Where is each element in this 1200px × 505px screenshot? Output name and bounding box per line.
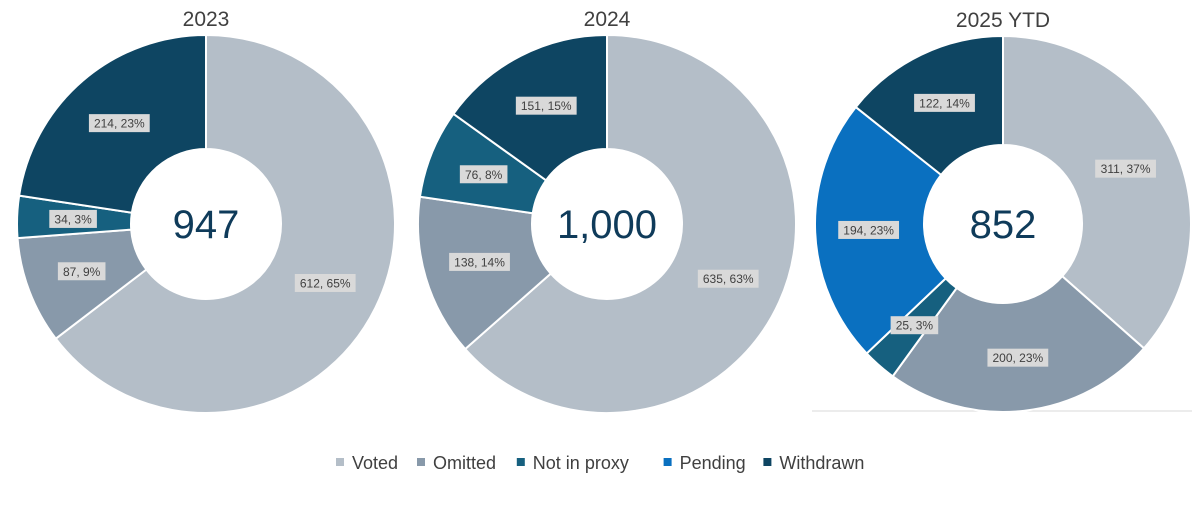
data-label-box <box>57 262 106 281</box>
legend-swatch <box>663 458 672 466</box>
data-label-box <box>1095 159 1156 178</box>
chart-title: 2024 <box>584 8 631 31</box>
data-label-box <box>914 93 975 112</box>
center-total: 852 <box>970 203 1037 247</box>
legend-swatch <box>336 458 344 466</box>
legend-item-omitted: Omitted <box>417 453 496 473</box>
donut-chart-2024: 635, 63% 138, 14% 76, 8% 151, 15% 2024 1,000 <box>417 8 797 414</box>
data-label-withdrawn: 151, 15% <box>515 96 577 115</box>
legend-item-withdrawn: Withdrawn <box>763 453 864 473</box>
legend-label: Omitted <box>433 453 496 473</box>
data-label-text: 76, 8% <box>465 168 503 182</box>
slice-voted <box>1002 35 1192 350</box>
data-label-box <box>515 96 577 115</box>
data-label-box <box>987 348 1049 367</box>
data-label-box <box>294 273 356 292</box>
data-label-omitted: 138, 14% <box>449 252 510 271</box>
slice-omitted <box>417 195 552 350</box>
data-label-text: 87, 9% <box>63 265 101 279</box>
data-label-box <box>459 165 508 184</box>
data-label-box <box>697 269 759 288</box>
data-label-text: 34, 3% <box>54 212 92 226</box>
data-label-omitted: 200, 23% <box>987 348 1049 367</box>
data-label-text: 200, 23% <box>992 351 1043 365</box>
data-label-text: 311, 37% <box>1101 162 1151 176</box>
data-label-text: 194, 23% <box>843 223 894 237</box>
data-label-text: 612, 65% <box>300 276 351 290</box>
slice-omitted <box>891 275 1145 413</box>
data-label-text: 25, 3% <box>896 319 934 333</box>
legend-label: Pending <box>680 453 746 473</box>
center-total: 1,000 <box>557 203 657 247</box>
donut-chart-2023: 612, 65% 87, 9% 34, 3% 214, 23% 2023 947 <box>16 8 396 414</box>
data-label-text: 122, 14% <box>919 96 970 110</box>
data-label-voted: 311, 37% <box>1095 159 1156 178</box>
center-total: 947 <box>173 203 240 247</box>
data-label-pending: 194, 23% <box>838 220 900 239</box>
data-label-not-in-proxy: 76, 8% <box>459 165 508 184</box>
legend-label: Not in proxy <box>533 453 629 473</box>
data-label-voted: 635, 63% <box>697 269 759 288</box>
legend-label: Withdrawn <box>779 453 864 473</box>
legend: Voted Omitted Not in proxy Pending Withdrawn <box>336 453 864 473</box>
data-label-not-in-proxy: 34, 3% <box>49 209 97 228</box>
data-label-text: 138, 14% <box>454 255 505 269</box>
data-label-box <box>88 114 150 133</box>
data-label-withdrawn: 214, 23% <box>88 114 150 133</box>
chart-title: 2023 <box>183 8 230 31</box>
donut-chart-2025-ytd: 311, 37% 200, 23% 25, 3% 194, 23% 122, 14% 20… <box>814 9 1192 413</box>
slice-voted <box>464 34 797 414</box>
data-label-text: 635, 63% <box>703 272 754 286</box>
data-label-box <box>449 252 510 271</box>
data-label-voted: 612, 65% <box>294 273 356 292</box>
data-label-omitted: 87, 9% <box>57 262 106 281</box>
legend-label: Voted <box>352 453 398 473</box>
data-label-not-in-proxy: 25, 3% <box>890 316 939 335</box>
data-label-box <box>49 209 97 228</box>
legend-item-voted: Voted <box>336 453 398 473</box>
data-label-box <box>838 220 900 239</box>
legend-item-not-in-proxy: Not in proxy <box>516 453 629 473</box>
data-label-box <box>890 316 939 335</box>
legend-swatch <box>516 458 525 466</box>
chart-title: 2025 YTD <box>956 9 1050 32</box>
legend-swatch <box>763 458 772 466</box>
data-label-text: 151, 15% <box>521 99 572 113</box>
legend-item-pending: Pending <box>663 453 746 473</box>
data-label-withdrawn: 122, 14% <box>914 93 975 112</box>
slice-voted <box>54 34 396 414</box>
legend-swatch <box>417 458 425 466</box>
data-label-text: 214, 23% <box>94 117 145 131</box>
